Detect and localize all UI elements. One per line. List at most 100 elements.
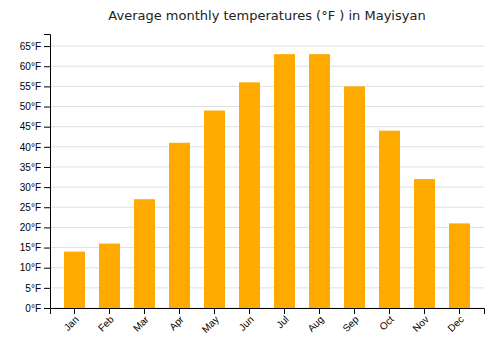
y-tick-label: 0°F xyxy=(25,303,41,314)
y-tick-mark xyxy=(44,167,50,168)
y-tick-label: 55°F xyxy=(20,81,41,92)
y-tick: 0°F xyxy=(25,303,50,314)
grid-line xyxy=(50,86,484,87)
y-tick-label: 30°F xyxy=(20,182,41,193)
y-tick-mark xyxy=(44,268,50,269)
x-tick: Nov xyxy=(411,308,431,334)
y-tick-mark xyxy=(44,127,50,128)
bar xyxy=(379,131,400,308)
grid-line xyxy=(50,106,484,107)
x-tick: Jul xyxy=(274,308,291,330)
x-tick: Mar xyxy=(131,308,151,334)
grid-line xyxy=(50,126,484,127)
y-tick-mark xyxy=(44,308,50,309)
plot: Jan Feb Mar Apr May Jun Jul Aug Sep Oct Nov Dec 0°F 5… xyxy=(20,35,485,335)
y-tick: 20°F xyxy=(20,222,50,233)
x-tick-mark xyxy=(424,308,425,314)
y-tick-mark xyxy=(44,107,50,108)
bar xyxy=(414,179,435,308)
grid-line xyxy=(50,46,484,47)
title: Average monthly temperatures (°F ) in Ma… xyxy=(108,8,425,23)
y-tick-mark xyxy=(44,207,50,208)
x-tick-mark xyxy=(284,308,285,314)
y-tick: 40°F xyxy=(20,142,50,153)
x-tick: May xyxy=(200,308,221,335)
x-tick-label: Nov xyxy=(411,314,431,334)
bar xyxy=(134,199,155,308)
y-tick: 25°F xyxy=(20,202,50,213)
y-tick-label: 20°F xyxy=(20,222,41,233)
bar xyxy=(204,111,225,308)
y-tick-label: 35°F xyxy=(20,162,41,173)
x-tick: Jan xyxy=(62,308,81,333)
x-tick: Jun xyxy=(237,308,256,333)
y-tick: 15°F xyxy=(20,242,50,253)
x-tick: Oct xyxy=(377,308,396,332)
y-tick-mark xyxy=(44,187,50,188)
x-tick-label: May xyxy=(200,314,221,335)
y-tick-mark xyxy=(44,147,50,148)
x-tick-label: Feb xyxy=(96,313,116,333)
bar xyxy=(344,86,365,308)
y-tick-label: 10°F xyxy=(20,262,41,273)
y-tick-mark xyxy=(44,46,50,47)
x-tick-label: Jul xyxy=(274,314,291,331)
y-tick-label: 50°F xyxy=(20,101,41,112)
y-tick-mark xyxy=(44,86,50,87)
x-tick-mark xyxy=(179,308,180,314)
grid-line xyxy=(50,146,484,147)
x-tick-mark xyxy=(459,308,460,314)
y-tick-label: 40°F xyxy=(20,142,41,153)
bar xyxy=(274,54,295,308)
y-tick-mark xyxy=(44,288,50,289)
y-tick-mark xyxy=(44,66,50,67)
x-tick-mark xyxy=(74,308,75,314)
x-tick-label: Apr xyxy=(167,313,186,332)
bars xyxy=(64,54,470,308)
bar xyxy=(169,143,190,308)
x-tick-mark xyxy=(144,308,145,314)
y-tick: 10°F xyxy=(20,262,50,273)
x-tick-mark xyxy=(389,308,390,314)
y-tick-label: 5°F xyxy=(25,283,41,294)
bar xyxy=(64,252,85,308)
bar xyxy=(449,223,470,308)
y-tick-label: 25°F xyxy=(20,202,41,213)
x-tick-mark xyxy=(109,308,110,314)
x-tick-label: Aug xyxy=(306,314,326,334)
y-tick-label: 65°F xyxy=(20,41,41,52)
y-axis: 0°F 5°F 10°F 15°F 20°F 25°F 30°F 35°F 40°F 45°F 50… xyxy=(20,35,51,314)
x-tick-mark xyxy=(214,308,215,314)
bar xyxy=(309,54,330,308)
bar xyxy=(239,82,260,308)
x-tick-mark xyxy=(319,308,320,314)
y-tick-label: 45°F xyxy=(20,121,41,132)
x-tick-mark xyxy=(354,308,355,314)
y-tick-label: 60°F xyxy=(20,61,41,72)
y-tick: 55°F xyxy=(20,81,50,92)
y-tick-label: 15°F xyxy=(20,242,41,253)
x-axis-line xyxy=(51,309,485,315)
x-tick: Dec xyxy=(446,308,466,334)
grid xyxy=(50,46,484,308)
x-tick-label: Mar xyxy=(131,313,151,333)
x-tick-label: Oct xyxy=(377,314,396,333)
y-tick: 35°F xyxy=(20,162,50,173)
chart: Jan Feb Mar Apr May Jun Jul Aug Sep Oct Nov Dec 0°F 5… xyxy=(0,0,500,350)
grid-line xyxy=(50,166,484,167)
y-tick-mark xyxy=(44,227,50,228)
bar xyxy=(99,244,120,308)
x-tick-label: Dec xyxy=(446,314,466,334)
y-tick: 60°F xyxy=(20,61,50,72)
x-tick: Feb xyxy=(96,308,116,334)
x-axis: Jan Feb Mar Apr May Jun Jul Aug Sep Oct Nov Dec xyxy=(51,308,485,335)
y-tick: 50°F xyxy=(20,101,50,112)
y-tick: 45°F xyxy=(20,121,50,132)
x-tick-label: Jan xyxy=(62,314,81,333)
x-tick-label: Sep xyxy=(341,313,362,334)
x-tick: Sep xyxy=(341,308,362,334)
grid-line xyxy=(50,66,484,67)
y-tick: 30°F xyxy=(20,182,50,193)
y-tick: 65°F xyxy=(20,41,50,52)
x-tick-label: Jun xyxy=(237,314,256,333)
